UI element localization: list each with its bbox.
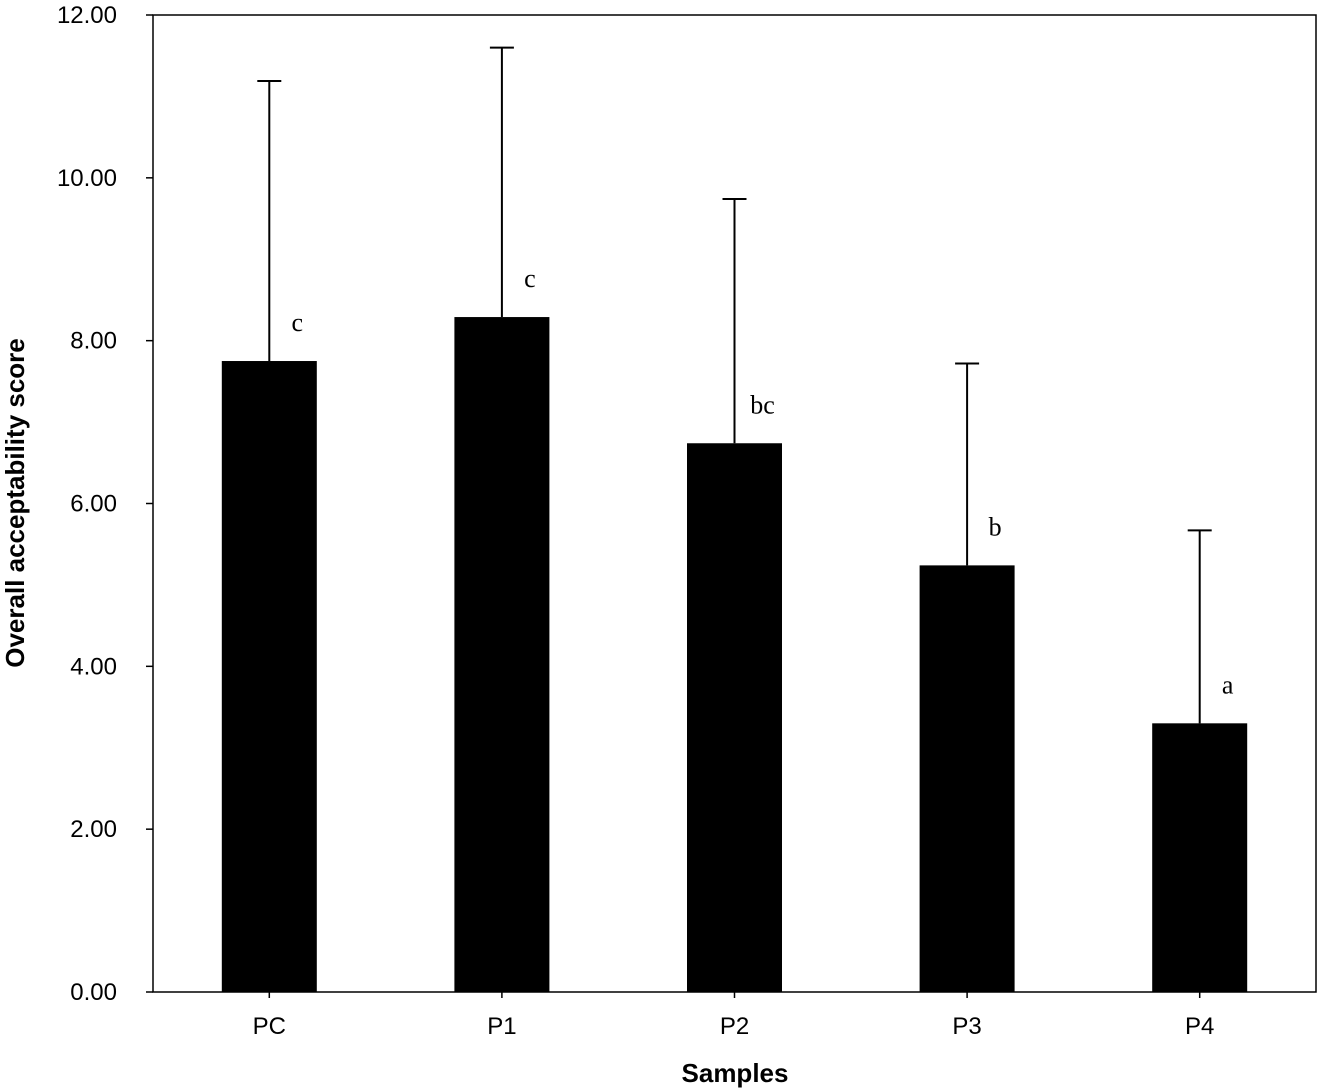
y-tick-label: 0.00: [70, 979, 117, 1006]
y-axis: 0.00 2.00 4.00 6.00 8.00 10.00 12.00: [57, 2, 153, 1006]
bar: [1152, 723, 1248, 992]
x-tick-label: P1: [487, 1013, 516, 1040]
x-axis-title: Samples: [682, 1058, 789, 1088]
y-tick-label: 4.00: [70, 653, 117, 680]
significance-label: bc: [750, 390, 775, 419]
bar: [687, 443, 782, 992]
y-tick-label: 12.00: [57, 2, 117, 29]
significance-labels: c c bc b a: [292, 264, 1234, 699]
x-tick-label: P2: [720, 1013, 749, 1040]
y-tick-label: 2.00: [70, 816, 117, 843]
x-tick-label: PC: [253, 1013, 286, 1040]
bar: [454, 317, 550, 992]
significance-label: b: [989, 512, 1002, 541]
bars: [221, 317, 1248, 992]
bar: [919, 565, 1015, 992]
significance-label: c: [524, 264, 536, 293]
error-bars: [257, 46, 1212, 724]
x-tick-label: P4: [1185, 1013, 1214, 1040]
significance-label: a: [1222, 670, 1234, 699]
y-axis-title: Overall acceptability score: [0, 338, 30, 668]
bar: [221, 361, 317, 992]
x-tick-label: P3: [952, 1013, 981, 1040]
significance-label: c: [292, 308, 304, 337]
y-tick-label: 10.00: [57, 165, 117, 192]
y-tick-label: 8.00: [70, 328, 117, 355]
y-tick-label: 6.00: [70, 491, 117, 518]
x-axis: PC P1 P2 P3 P4: [253, 992, 1214, 1040]
